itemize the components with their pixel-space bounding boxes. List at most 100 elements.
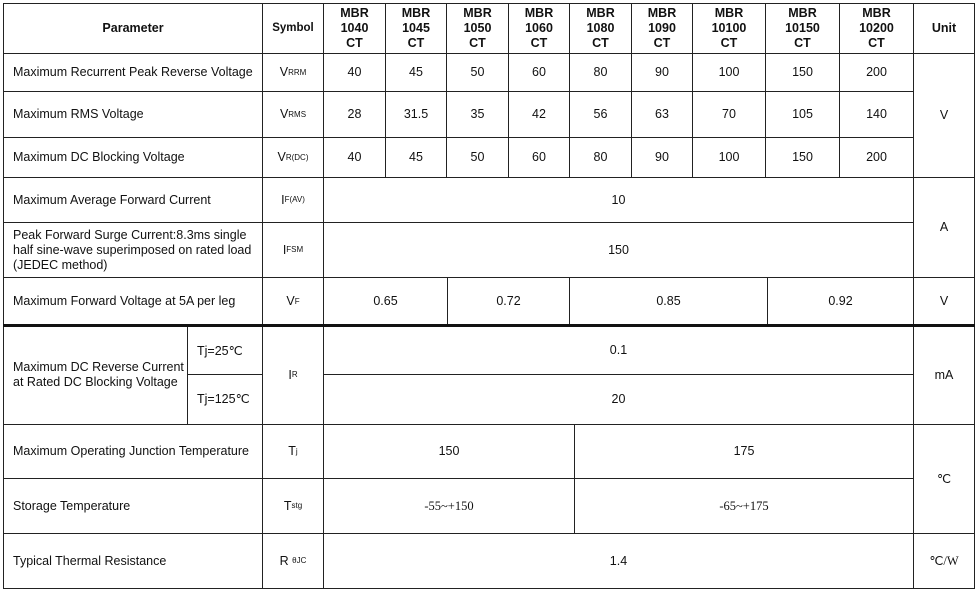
value-vrms: 56 [569,91,632,138]
value-vrms: 28 [323,91,386,138]
symbol-main: V [279,107,289,121]
value-vrrm: 150 [765,53,840,92]
header-model: MBR 10100 CT [692,3,766,54]
value-vrms: 70 [692,91,766,138]
section-divider [3,324,975,327]
param-vf: Maximum Forward Voltage at 5A per leg [3,277,263,326]
value-vdc: 45 [385,137,447,178]
value-vrrm: 200 [839,53,914,92]
symbol-sub: j [295,446,298,456]
header-model: MBR 1060 CT [508,3,570,54]
value-vf: 0.72 [447,277,570,326]
symbol-main: I [281,192,285,207]
symbol-sub: stg [291,501,303,511]
header-model: MBR 1050 CT [446,3,509,54]
symbol-main: V [286,294,295,308]
unit-rth: ℃/W [913,533,975,589]
symbol-sub: F(AV) [284,195,305,205]
symbol-main: T [288,444,296,458]
value-vdc: 90 [631,137,693,178]
symbol-main: V [277,150,286,164]
value-vf: 0.85 [569,277,768,326]
param-vrms: Maximum RMS Voltage [3,91,263,138]
symbol-sub: RRM [288,67,307,77]
value-ir-125: 20 [323,374,914,425]
value-vrrm: 60 [508,53,570,92]
symbol-vrms: V RMS [262,91,324,138]
value-vdc: 150 [765,137,840,178]
value-vrms: 31.5 [385,91,447,138]
param-vdc: Maximum DC Blocking Voltage [3,137,263,178]
symbol-main: V [279,65,289,79]
unit-ir: mA [913,325,975,425]
value-vrrm: 100 [692,53,766,92]
header-symbol: Symbol [262,3,324,54]
value-vrrm: 50 [446,53,509,92]
value-vrms: 42 [508,91,570,138]
symbol-main: I [288,367,292,382]
unit-voltage: V [913,53,975,178]
symbol-main: T [283,498,292,513]
value-vdc: 60 [508,137,570,178]
value-rth: 1.4 [323,533,914,589]
param-ifsm: Peak Forward Surge Current:8.3ms single … [3,222,263,278]
value-vrrm: 40 [323,53,386,92]
param-rth: Typical Thermal Resistance [3,533,263,589]
param-ir: Maximum DC Reverse Current at Rated DC B… [3,325,188,425]
symbol-main: I [282,242,287,257]
param-tstg: Storage Temperature [3,478,263,534]
unit-vf: V [913,277,975,326]
value-vdc: 40 [323,137,386,178]
header-model: MBR 1045 CT [385,3,447,54]
symbol-main: R [279,553,293,568]
header-unit: Unit [913,3,975,54]
value-vrrm: 80 [569,53,632,92]
header-parameter: Parameter [3,3,263,54]
unit-temperature: ℃ [913,424,975,534]
value-vf: 0.92 [767,277,914,326]
param-tj: Maximum Operating Junction Temperature [3,424,263,479]
value-vdc: 200 [839,137,914,178]
value-ifsm: 150 [323,222,914,278]
value-vdc: 50 [446,137,509,178]
value-tstg: -65~+175 [574,478,914,534]
condition-tj25: Tj=25℃ [187,325,263,375]
symbol-rth: R θJC [262,533,324,589]
symbol-sub: F [294,296,300,306]
value-vrms: 35 [446,91,509,138]
header-model: MBR 1090 CT [631,3,693,54]
value-vf: 0.65 [323,277,448,326]
symbol-sub: θJC [292,556,307,566]
symbol-ifsm: I FSM [262,222,324,278]
header-model: MBR 1080 CT [569,3,632,54]
symbol-sub: R(DC) [285,152,309,162]
value-vrrm: 45 [385,53,447,92]
symbol-sub: FSM [286,245,304,255]
value-ir-25: 0.1 [323,325,914,375]
value-vrms: 105 [765,91,840,138]
symbol-ifav: I F(AV) [262,177,324,223]
value-vdc: 80 [569,137,632,178]
symbol-sub: RMS [288,109,307,119]
symbol-vrrm: V RRM [262,53,324,92]
value-vrrm: 90 [631,53,693,92]
value-vrms: 63 [631,91,693,138]
unit-current: A [913,177,975,278]
value-vrms: 140 [839,91,914,138]
condition-tj125: Tj=125℃ [187,374,263,425]
param-vrrm: Maximum Recurrent Peak Reverse Voltage [3,53,263,92]
value-tj: 175 [574,424,914,479]
value-ifav: 10 [323,177,914,223]
value-tj: 150 [323,424,575,479]
symbol-sub: R [291,370,298,380]
value-vdc: 100 [692,137,766,178]
value-tstg: -55~+150 [323,478,575,534]
header-model: MBR 10200 CT [839,3,914,54]
symbol-vdc: V R(DC) [262,137,324,178]
param-ifav: Maximum Average Forward Current [3,177,263,223]
header-model: MBR 10150 CT [765,3,840,54]
